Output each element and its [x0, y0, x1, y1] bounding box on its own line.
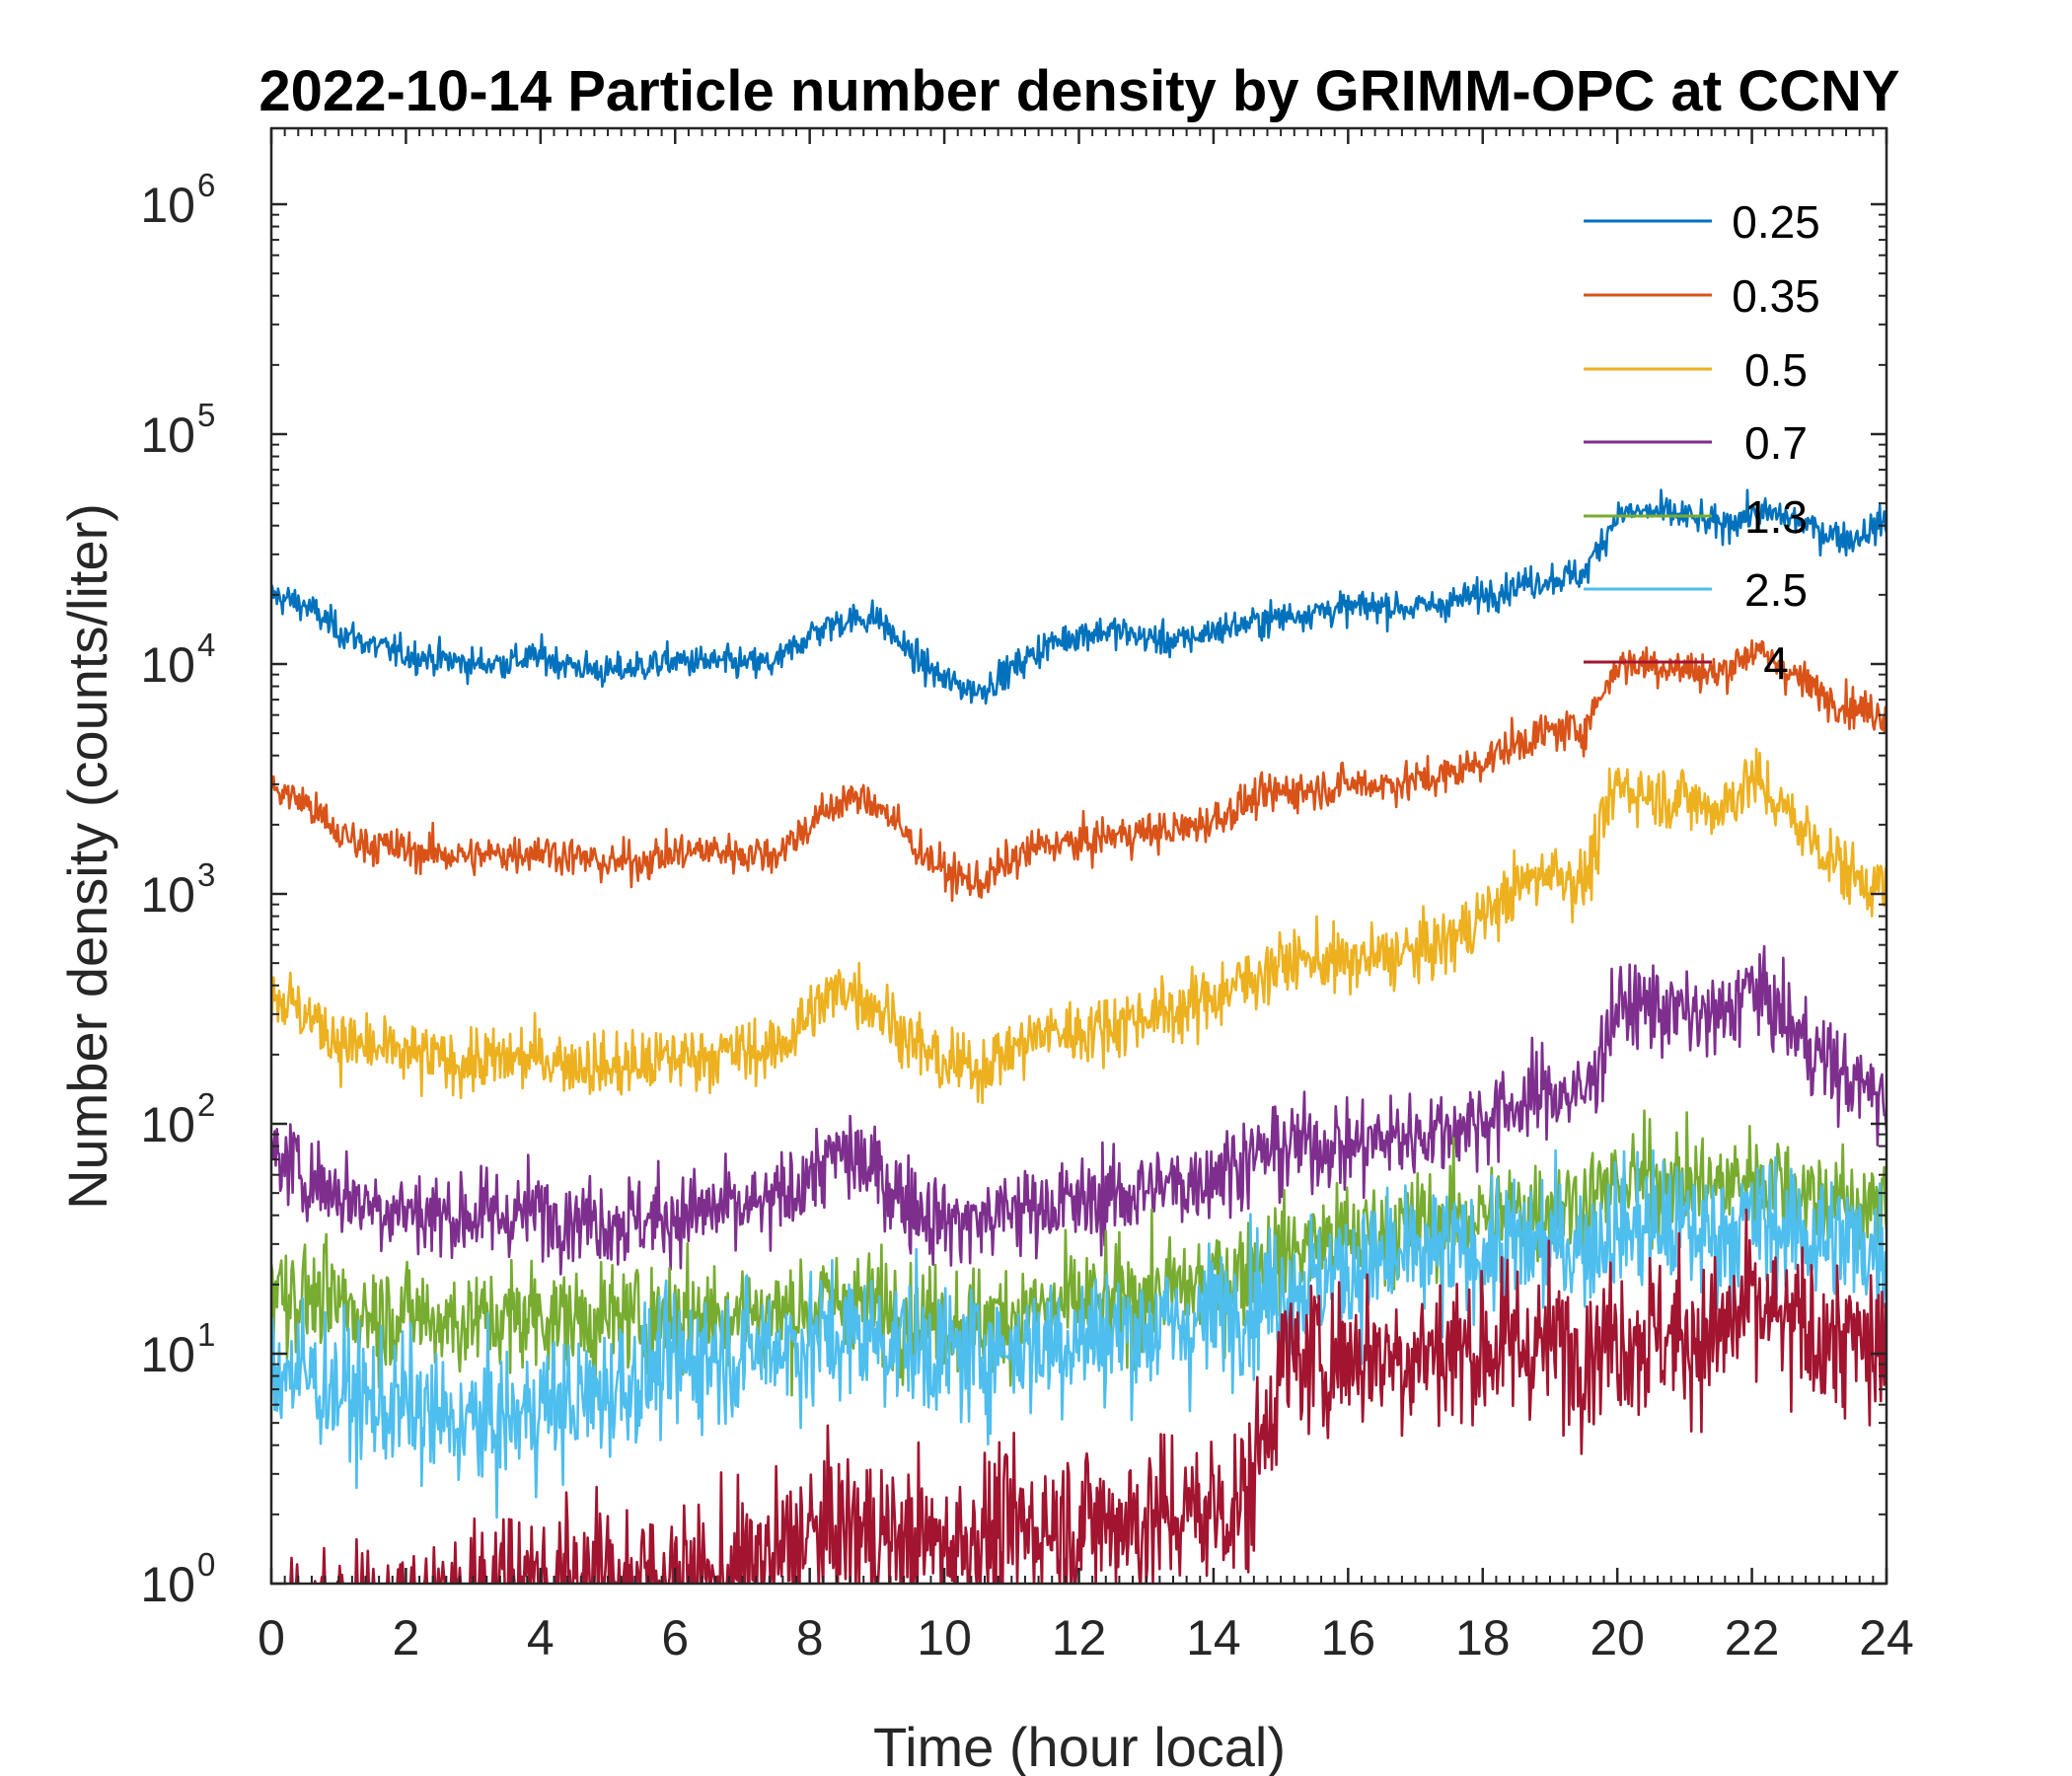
x-tick-label: 22 [1725, 1610, 1780, 1665]
series-layer [271, 488, 1887, 1584]
y-tick-label: 10 [140, 178, 195, 233]
series-line-0.35 [271, 638, 1887, 903]
series-line-2.5 [271, 1148, 1887, 1519]
y-tick-exponent: 1 [197, 1316, 215, 1353]
legend-label: 1.3 [1744, 491, 1808, 543]
legend-item-0.35: 0.35 [1584, 270, 1820, 322]
x-tick-label: 8 [796, 1610, 824, 1665]
series-line-0.7 [271, 944, 1887, 1276]
legend-label: 0.25 [1732, 196, 1820, 248]
x-tick-label: 6 [661, 1610, 689, 1665]
x-tick-label: 12 [1052, 1610, 1107, 1665]
legend-label: 0.35 [1732, 270, 1820, 322]
series-line-1.3 [271, 1109, 1887, 1397]
legend: 0.25 0.35 0.5 0.7 1.3 2.5 4 [1584, 196, 1820, 689]
x-tick-label: 10 [917, 1610, 972, 1665]
x-axis-label: Time (hour local) [873, 1716, 1286, 1776]
legend-item-4: 4 [1584, 637, 1789, 689]
series-line-0.25 [271, 488, 1887, 705]
y-tick-label: 10 [140, 1327, 195, 1382]
chart-title: 2022-10-14 Particle number density by GR… [259, 59, 1899, 123]
y-tick-exponent: 3 [197, 856, 215, 893]
legend-label: 2.5 [1744, 564, 1808, 616]
legend-item-2.5: 2.5 [1584, 564, 1808, 616]
x-tick-label: 20 [1590, 1610, 1645, 1665]
x-tick-label: 24 [1859, 1610, 1914, 1665]
legend-item-1.3: 1.3 [1584, 491, 1808, 543]
legend-item-0.7: 0.7 [1584, 417, 1808, 469]
legend-label: 0.5 [1744, 344, 1808, 396]
x-tick-label: 16 [1321, 1610, 1376, 1665]
series-line-0.5 [271, 747, 1887, 1105]
x-tick-label: 0 [258, 1610, 285, 1665]
legend-label: 4 [1763, 637, 1789, 689]
y-tick-label: 10 [140, 407, 195, 463]
x-tick-label: 18 [1455, 1610, 1511, 1665]
y-tick-exponent: 5 [197, 397, 215, 433]
y-tick-exponent: 4 [197, 627, 215, 663]
y-tick-exponent: 6 [197, 167, 215, 203]
legend-label: 0.7 [1744, 417, 1808, 469]
y-tick-label: 10 [140, 867, 195, 923]
y-tick-label: 10 [140, 637, 195, 693]
x-tick-label: 14 [1186, 1610, 1241, 1665]
x-tick-label: 4 [527, 1610, 555, 1665]
legend-item-0.25: 0.25 [1584, 196, 1820, 248]
y-tick-label: 10 [140, 1557, 195, 1612]
y-tick-exponent: 0 [197, 1546, 215, 1583]
x-tick-label: 2 [393, 1610, 420, 1665]
y-axis-label: Number density (counts/liter) [56, 503, 118, 1210]
series-line-4 [289, 1208, 1887, 1584]
y-tick-label: 10 [140, 1097, 195, 1152]
y-tick-exponent: 2 [197, 1086, 215, 1123]
legend-item-0.5: 0.5 [1584, 344, 1808, 396]
